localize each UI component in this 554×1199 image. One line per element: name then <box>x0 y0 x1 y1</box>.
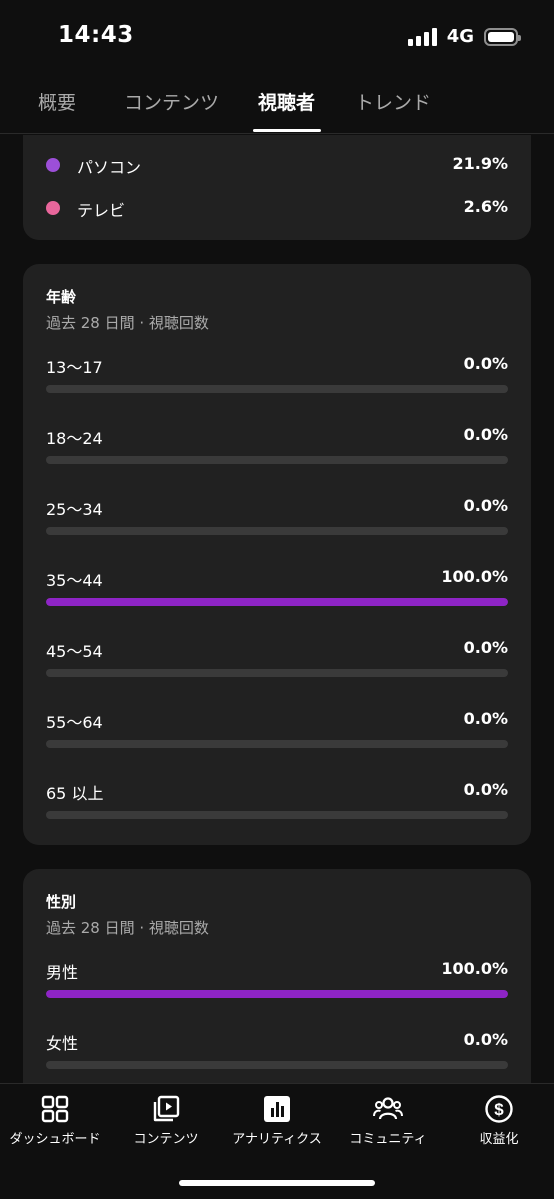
legend-dot <box>46 158 60 172</box>
bar-value: 0.0% <box>463 709 508 728</box>
nav-label: アナリティクス <box>232 1132 322 1147</box>
gender-card: 性別 過去 28 日間 · 視聴回数 男性 100.0% 女性 0.0% <box>23 869 531 1083</box>
bar-value: 0.0% <box>463 1030 508 1049</box>
tab-audience[interactable]: 視聴者 <box>258 92 316 114</box>
device-value: 2.6% <box>463 197 508 216</box>
network-type: 4G <box>446 26 474 47</box>
bar-value: 0.0% <box>463 780 508 799</box>
bar-track <box>46 385 508 393</box>
nav-dashboard[interactable]: ダッシュボード <box>0 1084 110 1164</box>
tab-content[interactable]: コンテンツ <box>124 92 220 114</box>
bar-label: 男性 <box>46 963 79 982</box>
tab-overview[interactable]: 概要 <box>38 92 77 114</box>
device-row-pc: パソコン 21.9% <box>46 153 508 177</box>
bar-track <box>46 811 508 819</box>
age-card-subtitle: 過去 28 日間 · 視聴回数 <box>46 314 209 332</box>
nav-community[interactable]: コミュニティ <box>333 1084 443 1164</box>
dashboard-icon <box>41 1095 69 1123</box>
cellular-signal-icon <box>407 27 437 46</box>
content-icon <box>153 1095 180 1122</box>
device-value: 21.9% <box>452 154 508 173</box>
age-card: 年齢 過去 28 日間 · 視聴回数 13～17 0.0% 18～24 0.0% 25～… <box>23 264 531 845</box>
device-type-card: パソコン 21.9% テレビ 2.6% <box>23 135 531 240</box>
nav-monetization[interactable]: $ 収益化 <box>444 1084 554 1164</box>
bar-fill <box>46 990 508 998</box>
analytics-icon <box>264 1096 290 1122</box>
bar-track <box>46 740 508 748</box>
bar-fill <box>46 598 508 606</box>
tab-trends[interactable]: トレンド <box>355 92 432 114</box>
bar-track <box>46 669 508 677</box>
tab-bar: 概要 コンテンツ 視聴者 トレンド <box>0 72 554 134</box>
bar-row: 13～17 0.0% <box>46 354 508 394</box>
status-icons: 4G <box>407 26 521 47</box>
bar-label: 35～44 <box>46 571 103 590</box>
battery-icon <box>484 27 521 46</box>
bar-row: 18～24 0.0% <box>46 425 508 465</box>
bar-label: 45～54 <box>46 642 103 661</box>
bar-row: 45～54 0.0% <box>46 638 508 678</box>
bar-track <box>46 527 508 535</box>
bar-label: 65 以上 <box>46 784 104 803</box>
bar-label: 55～64 <box>46 713 103 732</box>
nav-label: コンテンツ <box>133 1132 199 1147</box>
device-label: パソコン <box>77 158 142 177</box>
bar-value: 0.0% <box>463 354 508 373</box>
bar-label: 25～34 <box>46 500 103 519</box>
bar-row: 55～64 0.0% <box>46 709 508 749</box>
nav-content[interactable]: コンテンツ <box>111 1084 221 1164</box>
bar-track <box>46 598 508 606</box>
bar-value: 100.0% <box>441 567 508 586</box>
bar-track <box>46 990 508 998</box>
nav-label: コミュニティ <box>349 1132 427 1147</box>
bar-row: 65 以上 0.0% <box>46 780 508 820</box>
gender-card-title: 性別 <box>46 893 77 911</box>
monetization-icon: $ <box>485 1095 513 1123</box>
community-icon <box>373 1097 403 1120</box>
nav-label: 収益化 <box>479 1132 519 1147</box>
active-tab-indicator <box>253 129 321 132</box>
bar-label: 女性 <box>46 1034 79 1053</box>
bar-value: 0.0% <box>463 496 508 515</box>
bar-value: 0.0% <box>463 425 508 444</box>
nav-analytics[interactable]: アナリティクス <box>222 1084 332 1164</box>
bar-row: 女性 0.0% <box>46 1030 508 1070</box>
svg-text:$: $ <box>494 1100 504 1119</box>
bar-track <box>46 456 508 464</box>
bar-value: 100.0% <box>441 959 508 978</box>
bar-label: 18～24 <box>46 429 103 448</box>
device-label: テレビ <box>77 201 126 220</box>
legend-dot <box>46 201 60 215</box>
bar-value: 0.0% <box>463 638 508 657</box>
bar-row: 25～34 0.0% <box>46 496 508 536</box>
bottom-navigation: ダッシュボード コンテンツ アナリティクス <box>0 1083 554 1199</box>
gender-card-subtitle: 過去 28 日間 · 視聴回数 <box>46 919 209 937</box>
nav-label: ダッシュボード <box>9 1132 101 1147</box>
home-indicator <box>179 1180 375 1186</box>
bar-row: 35～44 100.0% <box>46 567 508 607</box>
bar-row: 男性 100.0% <box>46 959 508 999</box>
device-row-tv: テレビ 2.6% <box>46 196 508 220</box>
bar-label: 13～17 <box>46 358 103 377</box>
status-bar: 14:43 4G <box>0 0 554 72</box>
bar-track <box>46 1061 508 1069</box>
content-scroll[interactable]: パソコン 21.9% テレビ 2.6% 年齢 過去 28 日間 · 視聴回数 1… <box>0 135 554 1083</box>
age-card-title: 年齢 <box>46 288 77 306</box>
status-time: 14:43 <box>58 22 134 48</box>
